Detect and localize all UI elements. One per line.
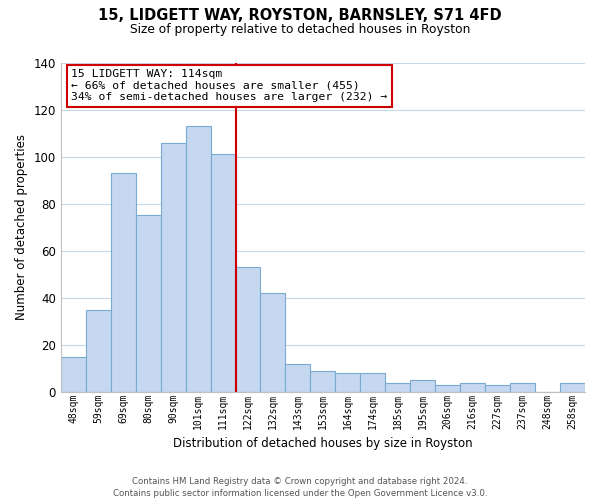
Text: 15 LIDGETT WAY: 114sqm
← 66% of detached houses are smaller (455)
34% of semi-de: 15 LIDGETT WAY: 114sqm ← 66% of detached… (71, 69, 388, 102)
Bar (111, 173, 136, 392)
Bar (385, 382, 410, 392)
Bar (460, 382, 485, 392)
Text: Contains HM Land Registry data © Crown copyright and database right 2024.
Contai: Contains HM Land Registry data © Crown c… (113, 476, 487, 498)
Bar (185, 126, 211, 392)
Bar (310, 371, 335, 392)
X-axis label: Distribution of detached houses by size in Royston: Distribution of detached houses by size … (173, 437, 473, 450)
Bar (560, 382, 585, 392)
Bar (435, 385, 460, 392)
Bar (61, 356, 86, 392)
Text: Size of property relative to detached houses in Royston: Size of property relative to detached ho… (130, 22, 470, 36)
Bar (211, 154, 236, 392)
Bar (161, 142, 185, 392)
Y-axis label: Number of detached properties: Number of detached properties (15, 134, 28, 320)
Bar (236, 268, 260, 392)
Bar (136, 216, 161, 392)
Bar (286, 364, 310, 392)
Bar (510, 382, 535, 392)
Bar (485, 385, 510, 392)
Bar (260, 293, 286, 392)
Bar (410, 380, 435, 392)
Bar (361, 373, 385, 392)
Bar (335, 373, 361, 392)
Text: 15, LIDGETT WAY, ROYSTON, BARNSLEY, S71 4FD: 15, LIDGETT WAY, ROYSTON, BARNSLEY, S71 … (98, 8, 502, 22)
Bar (86, 310, 111, 392)
